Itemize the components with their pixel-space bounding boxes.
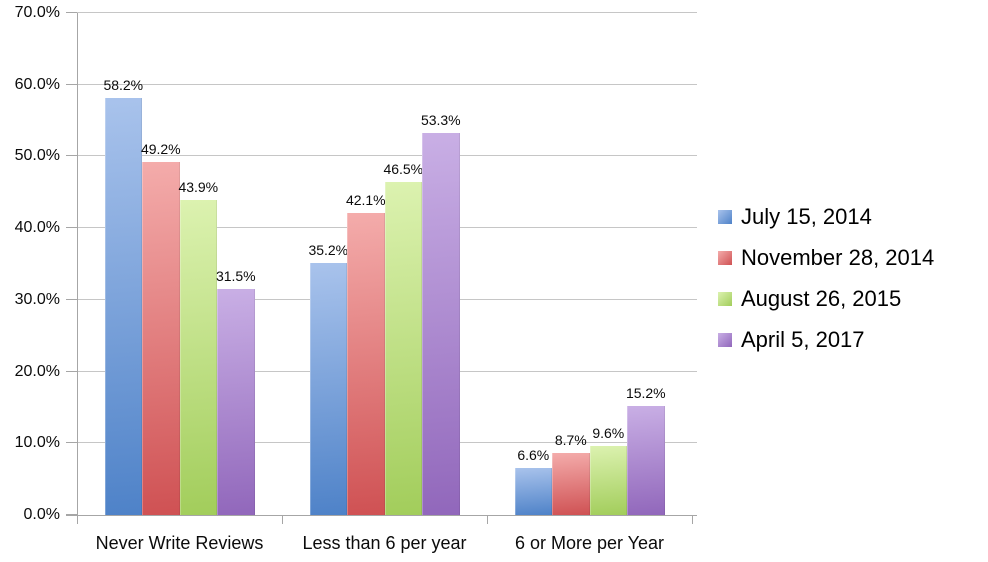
bar-value-label: 6.6% bbox=[517, 446, 550, 463]
bar-value-label: 31.5% bbox=[215, 268, 256, 285]
bar bbox=[179, 200, 217, 515]
legend-label: July 15, 2014 bbox=[741, 203, 872, 229]
y-axis-label: 60.0% bbox=[14, 76, 60, 93]
legend: July 15, 2014 November 28, 2014 August 26,… bbox=[718, 196, 934, 360]
legend-swatch bbox=[718, 291, 732, 306]
legend-item: April 5, 2017 bbox=[718, 319, 934, 360]
y-axis-tick bbox=[66, 371, 77, 372]
x-axis-label: Never Write Reviews bbox=[95, 533, 264, 553]
gridline bbox=[77, 12, 697, 13]
y-axis-tick bbox=[66, 442, 77, 443]
category-tick bbox=[487, 516, 488, 524]
legend-label: November 28, 2014 bbox=[741, 244, 935, 270]
legend-item: November 28, 2014 bbox=[718, 237, 934, 278]
bar-value-label: 8.7% bbox=[554, 431, 587, 448]
bar-value-label: 58.2% bbox=[103, 76, 144, 93]
legend-swatch bbox=[718, 250, 732, 265]
bar-value-label: 43.9% bbox=[178, 179, 219, 196]
y-axis-label: 10.0% bbox=[14, 434, 60, 451]
bar bbox=[627, 406, 665, 515]
gridline bbox=[77, 84, 697, 85]
y-axis-tick bbox=[66, 12, 77, 13]
bar-value-label: 9.6% bbox=[592, 425, 625, 442]
bar-value-label: 49.2% bbox=[140, 141, 181, 158]
x-axis-label: 6 or More per Year bbox=[514, 533, 665, 553]
y-axis-tick bbox=[66, 299, 77, 300]
category-tick bbox=[692, 516, 693, 524]
bar bbox=[552, 452, 590, 515]
x-axis-line bbox=[66, 515, 697, 516]
y-axis-tick bbox=[66, 84, 77, 85]
y-axis-label: 30.0% bbox=[14, 291, 60, 308]
y-axis-label: 40.0% bbox=[14, 219, 60, 236]
bar bbox=[217, 289, 255, 515]
y-axis-label: 20.0% bbox=[14, 363, 60, 380]
bar-value-label: 15.2% bbox=[625, 385, 666, 401]
bar-value-label: 35.2% bbox=[308, 241, 349, 258]
y-axis-tick bbox=[66, 227, 77, 228]
bar bbox=[309, 262, 347, 515]
legend-swatch bbox=[718, 332, 732, 347]
bar bbox=[384, 181, 422, 515]
category-tick bbox=[282, 516, 283, 524]
bar bbox=[422, 132, 460, 515]
bar-value-label: 53.3% bbox=[420, 111, 461, 128]
bar bbox=[347, 213, 385, 515]
y-axis-tick bbox=[66, 514, 77, 515]
category-tick bbox=[77, 516, 78, 524]
bar-value-label: 42.1% bbox=[345, 192, 386, 209]
y-axis-tick bbox=[66, 155, 77, 156]
bar-value-label: 46.5% bbox=[383, 160, 424, 177]
legend-swatch bbox=[718, 209, 732, 224]
gridline bbox=[77, 155, 697, 156]
y-axis-label: 0.0% bbox=[23, 506, 60, 523]
y-axis-line bbox=[77, 13, 78, 523]
bar bbox=[142, 162, 180, 515]
bar bbox=[589, 446, 627, 515]
legend-item: July 15, 2014 bbox=[718, 196, 934, 237]
y-axis-label: 70.0% bbox=[14, 4, 60, 21]
legend-label: April 5, 2017 bbox=[741, 326, 865, 352]
x-axis-label: Less than 6 per year bbox=[302, 533, 467, 553]
y-axis-label: 50.0% bbox=[14, 147, 60, 164]
bar bbox=[104, 97, 142, 515]
bar bbox=[514, 467, 552, 515]
legend-label: August 26, 2015 bbox=[741, 285, 902, 311]
legend-item: August 26, 2015 bbox=[718, 278, 934, 319]
